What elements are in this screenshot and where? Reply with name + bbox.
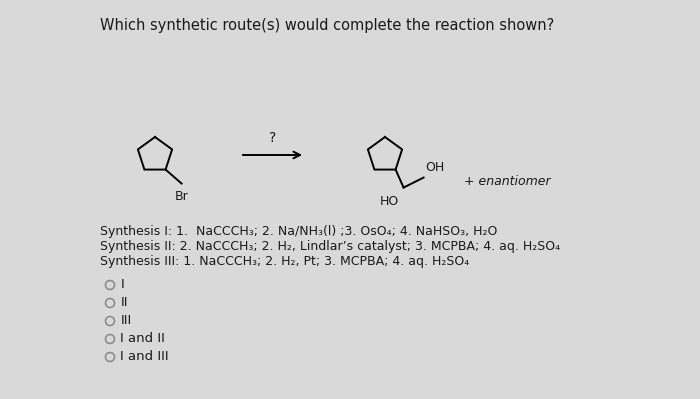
Text: Synthesis I: 1.  NaCCCH₃; 2. Na/NH₃(l) ;3. OsO₄; 4. NaHSO₃, H₂O: Synthesis I: 1. NaCCCH₃; 2. Na/NH₃(l) ;3…	[100, 225, 498, 238]
Text: Which synthetic route(s) would complete the reaction shown?: Which synthetic route(s) would complete …	[100, 18, 554, 33]
Text: Br: Br	[175, 190, 188, 203]
Text: II: II	[120, 296, 128, 310]
Text: III: III	[120, 314, 132, 328]
Text: OH: OH	[426, 160, 444, 174]
Text: Synthesis II: 2. NaCCCH₃; 2. H₂, Lindlar’s catalyst; 3. MCPBA; 4. aq. H₂SO₄: Synthesis II: 2. NaCCCH₃; 2. H₂, Lindlar…	[100, 240, 560, 253]
Text: Synthesis III: 1. NaCCCH₃; 2. H₂, Pt; 3. MCPBA; 4. aq. H₂SO₄: Synthesis III: 1. NaCCCH₃; 2. H₂, Pt; 3.…	[100, 255, 469, 268]
Text: ?: ?	[269, 131, 276, 145]
Text: I and II: I and II	[120, 332, 165, 346]
Text: I: I	[120, 279, 125, 292]
Text: I and III: I and III	[120, 350, 169, 363]
Text: + enantiomer: + enantiomer	[463, 175, 550, 188]
Text: HO: HO	[379, 195, 398, 207]
